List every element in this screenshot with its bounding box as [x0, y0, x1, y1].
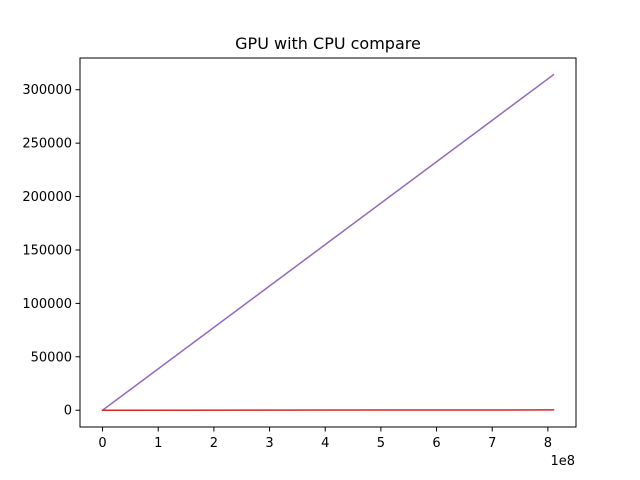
series-layer — [101, 73, 555, 412]
axes-layer: 0 1 2 3 4 5 6 7 8 0 50000 100000 150000 200000 250000 3… — [22, 57, 577, 451]
y-tick-label: 50000 — [31, 350, 72, 365]
x-tick-label: 7 — [488, 436, 496, 451]
x-tick-label: 1 — [154, 436, 162, 451]
x-tick-label: 8 — [544, 436, 552, 451]
chart-title: GPU with CPU compare — [235, 34, 421, 53]
y-tick-label: 100000 — [22, 297, 72, 312]
y-tick-label: 0 — [64, 404, 72, 419]
x-tick-label: 0 — [98, 436, 106, 451]
x-tick-label: 2 — [210, 436, 218, 451]
x-tick-label: 4 — [321, 436, 329, 451]
y-tick-label: 200000 — [22, 190, 72, 205]
x-tick-label: 3 — [265, 436, 273, 451]
x-offset-label: 1e8 — [550, 454, 575, 469]
y-tick-label: 250000 — [22, 137, 72, 152]
plot-frame — [79, 57, 577, 428]
y-tick-label: 150000 — [22, 243, 72, 258]
x-tick-label: 6 — [432, 436, 440, 451]
x-tick-label: 5 — [377, 436, 385, 451]
series-line-0 — [101, 73, 555, 412]
y-tick-label: 300000 — [22, 83, 72, 98]
